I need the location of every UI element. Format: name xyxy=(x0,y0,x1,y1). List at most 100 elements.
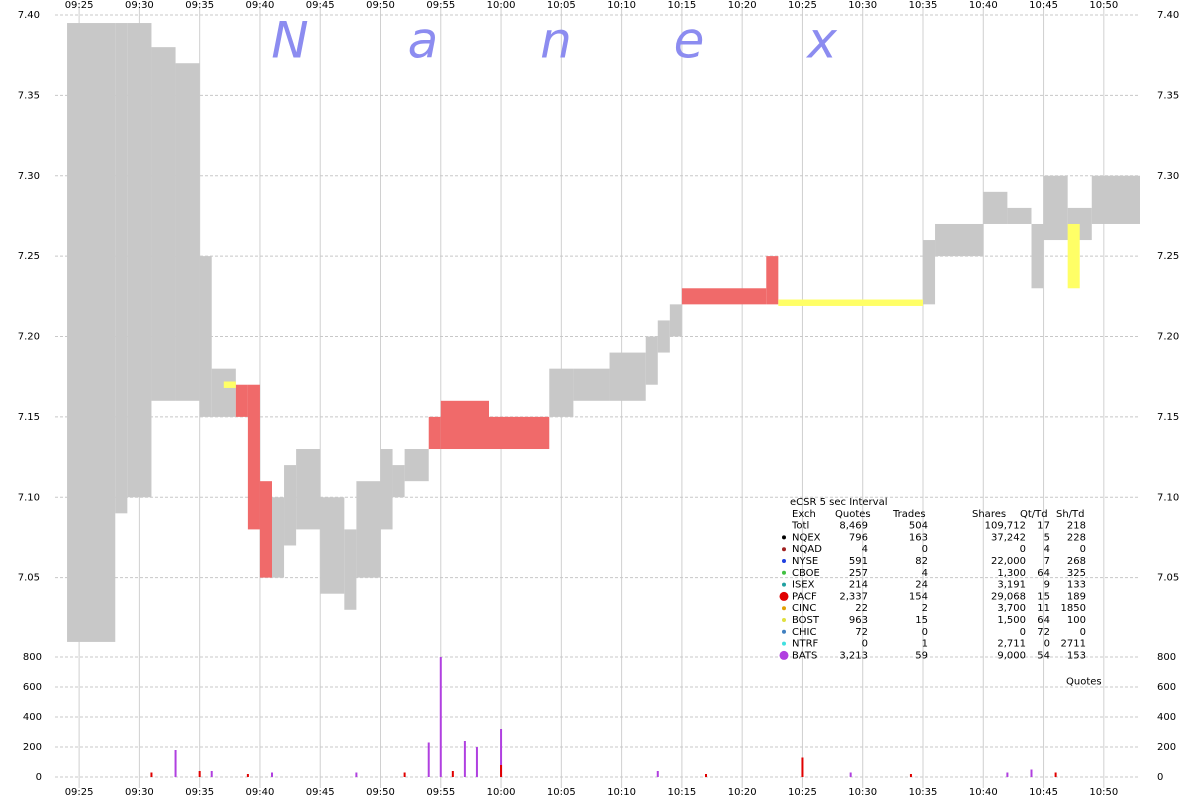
volume-bar xyxy=(475,747,478,777)
y-tick-label: 400 xyxy=(1157,712,1176,723)
price-band xyxy=(1007,207,1032,224)
volume-bar xyxy=(656,771,659,777)
table-cell: 0 xyxy=(862,639,868,650)
table-cell: 325 xyxy=(1067,568,1086,579)
table-title: eCSR 5 sec Interval xyxy=(790,497,888,508)
price-band xyxy=(428,416,441,450)
x-tick-label: 10:35 xyxy=(909,787,938,798)
table-cell: 218 xyxy=(1067,521,1086,532)
y-tick-label: 0 xyxy=(1157,772,1163,783)
price-band xyxy=(1091,175,1140,224)
table-header: Exch xyxy=(792,509,816,520)
volume-bar xyxy=(210,771,213,777)
y-tick-label: 400 xyxy=(23,712,42,723)
table-cell: 1,500 xyxy=(997,615,1026,626)
y-tick-label: 7.30 xyxy=(1157,171,1179,182)
x-tick-label: 10:10 xyxy=(607,787,636,798)
table-header: Quotes xyxy=(835,509,871,520)
price-band xyxy=(609,352,646,401)
watermark: x xyxy=(805,12,837,70)
table-cell: 17 xyxy=(1037,521,1050,532)
x-tick-label: 10:20 xyxy=(728,0,757,11)
table-cell: 591 xyxy=(849,556,868,567)
volume-bar xyxy=(198,771,201,777)
table-cell: 214 xyxy=(849,580,868,591)
table-cell: 15 xyxy=(1037,591,1050,602)
price-band xyxy=(766,256,779,305)
price-band xyxy=(983,191,1008,224)
price-band xyxy=(247,384,260,530)
watermark: N xyxy=(271,12,308,70)
table-cell: 4 xyxy=(1044,544,1050,555)
x-tick-label: 09:35 xyxy=(185,787,214,798)
table-cell: 153 xyxy=(1067,650,1086,661)
table-cell: 2,711 xyxy=(997,639,1026,650)
watermark: a xyxy=(408,12,439,70)
x-tick-label: 09:30 xyxy=(125,0,154,11)
x-tick-label: 10:50 xyxy=(1089,787,1118,798)
exchange-marker xyxy=(782,547,786,552)
exchange-marker xyxy=(782,641,786,646)
table-cell: 1 xyxy=(922,639,928,650)
x-tick-label: 10:35 xyxy=(909,0,938,11)
table-cell: 72 xyxy=(1037,627,1050,638)
table-cell: 109,712 xyxy=(985,521,1026,532)
x-tick-label: 10:40 xyxy=(969,787,998,798)
price-band xyxy=(778,299,923,306)
y-tick-label: 7.10 xyxy=(1157,492,1179,503)
table-cell: 82 xyxy=(915,556,928,567)
x-tick-label: 09:55 xyxy=(426,0,455,11)
volume-bar xyxy=(355,772,358,777)
x-tick-label: 10:05 xyxy=(547,787,576,798)
table-cell: 3,213 xyxy=(839,650,868,661)
price-band xyxy=(115,23,128,514)
x-tick-label: 09:40 xyxy=(246,0,275,11)
y-tick-label: 7.05 xyxy=(1157,573,1179,584)
table-cell: 72 xyxy=(855,627,868,638)
price-band xyxy=(1031,223,1044,289)
y-tick-label: 7.15 xyxy=(1157,412,1179,423)
y-tick-label: 800 xyxy=(23,652,42,663)
table-cell: 0 xyxy=(1020,627,1026,638)
x-tick-label: 09:45 xyxy=(306,0,335,11)
x-tick-label: 10:45 xyxy=(1029,0,1058,11)
exchange-marker xyxy=(782,629,786,634)
table-cell: NTRF xyxy=(792,639,819,650)
table-cell: NQAD xyxy=(792,544,822,555)
table-cell: 163 xyxy=(909,532,928,543)
table-cell: 189 xyxy=(1067,591,1086,602)
price-band xyxy=(669,304,682,337)
table-cell: 133 xyxy=(1067,580,1086,591)
table-cell: 100 xyxy=(1067,615,1086,626)
table-cell: 504 xyxy=(909,521,928,532)
table-header: Shares xyxy=(972,509,1006,520)
table-cell: 9,000 xyxy=(997,650,1026,661)
table-cell: 11 xyxy=(1037,603,1050,614)
table-cell: ISEX xyxy=(792,580,815,591)
table-cell: 8,469 xyxy=(839,521,868,532)
table-footer: Quotes xyxy=(1066,676,1102,687)
table-cell: 1,300 xyxy=(997,568,1026,579)
table-cell: CINC xyxy=(792,603,816,614)
y-tick-label: 7.05 xyxy=(18,573,40,584)
table-cell: 22,000 xyxy=(991,556,1026,567)
y-tick-label: 7.30 xyxy=(18,171,40,182)
x-tick-label: 10:00 xyxy=(487,0,516,11)
volume-bar xyxy=(150,772,153,777)
y-tick-label: 0 xyxy=(36,772,42,783)
price-band xyxy=(1043,175,1068,241)
price-band xyxy=(127,23,152,498)
x-tick-label: 09:25 xyxy=(65,0,94,11)
volume-bar xyxy=(174,750,177,777)
table-cell: 24 xyxy=(915,580,928,591)
volume-bar xyxy=(1054,772,1057,777)
price-band xyxy=(320,497,345,594)
exchange-marker xyxy=(782,570,786,575)
table-cell: 0 xyxy=(922,544,928,555)
price-band xyxy=(199,256,212,417)
table-cell: 0 xyxy=(1020,544,1026,555)
price-band xyxy=(392,465,405,498)
table-header: Sh/Td xyxy=(1056,509,1085,520)
price-band xyxy=(284,465,297,546)
x-tick-label: 10:30 xyxy=(848,787,877,798)
